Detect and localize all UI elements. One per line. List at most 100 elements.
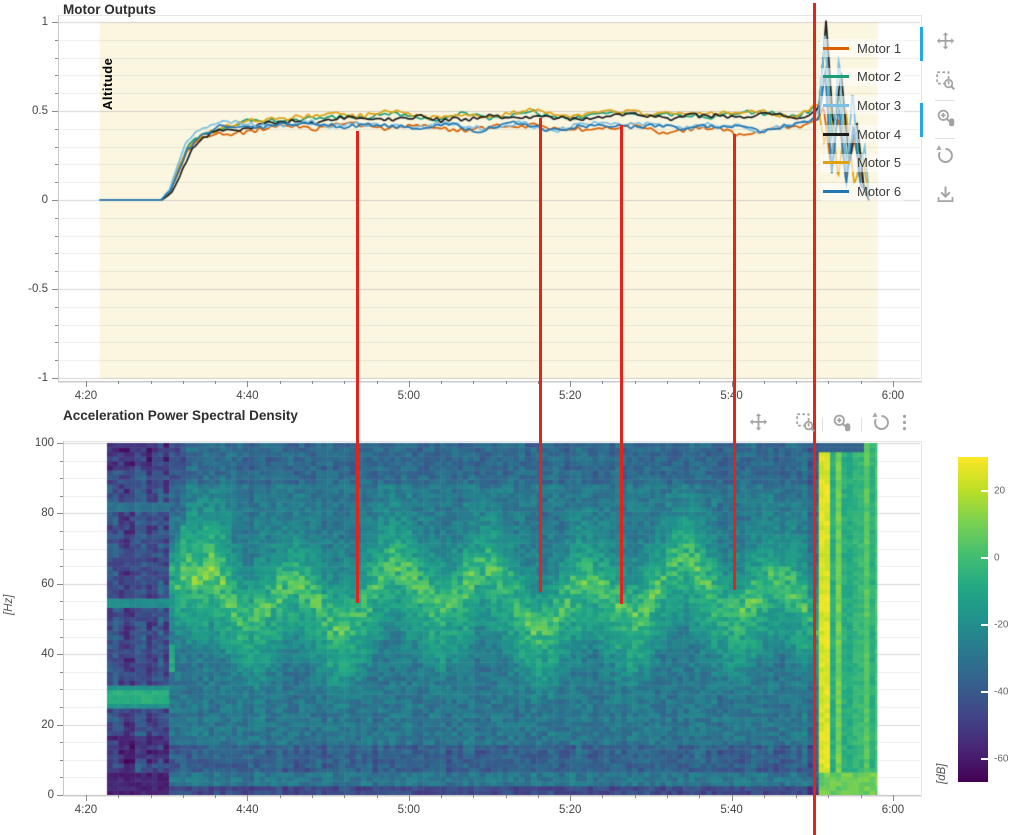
bottom-x-major-tick — [247, 795, 249, 801]
colorbar-tick — [981, 556, 988, 559]
bottom-x-minor-tick — [344, 795, 346, 798]
psd-title: Acceleration Power Spectral Density — [63, 408, 298, 423]
top-y-minor-tick — [55, 217, 58, 219]
toolbar-separator — [861, 418, 862, 432]
legend-label: Motor 3 — [857, 97, 902, 113]
reset-icon — [935, 145, 956, 171]
legend-line-swatch — [823, 103, 849, 107]
save-icon — [935, 184, 956, 210]
top-x-minor-tick — [376, 381, 378, 384]
legend-label: Motor 5 — [857, 155, 902, 171]
wheel-zoom-tool-button[interactable] — [829, 413, 853, 437]
top-x-major-tick — [570, 381, 572, 387]
bottom-y-minor-tick — [60, 671, 63, 673]
legend-line-swatch — [823, 161, 849, 165]
bottom-x-major-tick — [570, 795, 572, 801]
top-y-minor-tick — [55, 360, 58, 362]
bottom-x-tick-label: 4:20 — [74, 804, 98, 816]
reset-icon — [871, 412, 892, 438]
bottom-x-minor-tick — [505, 795, 507, 798]
toolbar-separator — [935, 138, 955, 139]
bottom-x-major-tick — [731, 795, 733, 801]
bottom-x-minor-tick — [537, 795, 539, 798]
legend-label: Motor 4 — [857, 126, 902, 142]
wheel-zoom-icon — [831, 412, 852, 438]
annotation-vline — [619, 125, 623, 604]
top-x-major-tick — [86, 381, 87, 387]
bottom-y-tick-label: 20 — [41, 718, 54, 731]
colorbar-tick-label: -20 — [994, 619, 1009, 631]
bottom-x-minor-tick — [473, 795, 475, 798]
top-x-tick-label: 5:00 — [397, 390, 420, 402]
bottom-y-minor-tick — [60, 689, 63, 691]
top-y-minor-tick — [55, 253, 58, 255]
top-y-minor-tick — [55, 271, 58, 273]
annotation-vline — [538, 118, 542, 592]
bottom-x-minor-tick — [699, 795, 701, 798]
legend-line-swatch — [823, 132, 849, 136]
colorbar-tick-label: 0 — [994, 552, 1000, 563]
bottom-y-minor-tick — [60, 636, 63, 638]
top-y-axis-line — [58, 15, 59, 382]
bottom-y-minor-tick — [60, 478, 63, 480]
top-y-minor-tick — [55, 164, 58, 166]
colorbar-tick-label: -40 — [994, 686, 1009, 698]
toolbar-separator — [935, 100, 955, 101]
bottom-x-minor-tick — [634, 795, 636, 798]
box-zoom-tool-button[interactable] — [793, 413, 817, 437]
bottom-x-minor-tick — [215, 795, 217, 798]
bottom-y-axis-line — [63, 441, 64, 796]
top-y-minor-tick — [55, 128, 58, 130]
bottom-y-major-tick — [57, 795, 63, 796]
top-y-minor-tick — [55, 235, 58, 237]
top-y-tick-label: 0.5 — [32, 105, 48, 117]
save-tool-button[interactable] — [933, 185, 957, 209]
top-y-major-tick — [52, 200, 58, 201]
bottom-x-minor-tick — [667, 795, 669, 798]
wheel-zoom-tool-button[interactable] — [933, 108, 957, 132]
top-x-minor-tick — [634, 381, 636, 384]
bottom-y-minor-tick — [60, 460, 63, 462]
menu-icon — [894, 412, 915, 438]
bottom-x-tick-label: 4:40 — [236, 804, 259, 816]
legend-label: Motor 1 — [857, 40, 902, 56]
bottom-x-minor-tick — [441, 795, 443, 798]
top-x-minor-tick — [699, 381, 701, 384]
bottom-y-tick-label: 100 — [34, 437, 54, 449]
bottom-y-minor-tick — [60, 495, 63, 497]
top-y-minor-tick — [55, 306, 58, 308]
top-x-minor-tick — [796, 381, 798, 384]
pan-tool-button[interactable] — [746, 413, 770, 437]
bottom-y-major-tick — [57, 513, 63, 515]
top-x-major-tick — [408, 381, 410, 387]
top-x-minor-tick — [763, 381, 765, 384]
reset-tool-button[interactable] — [933, 145, 957, 171]
reset-tool-button[interactable] — [869, 412, 893, 438]
top-x-minor-tick — [602, 381, 604, 384]
menu-tool-button[interactable] — [892, 413, 916, 437]
top-y-major-tick — [52, 111, 58, 112]
legend-item-motor-3: Motor 3 — [820, 96, 905, 115]
bottom-y-major-tick — [57, 583, 63, 585]
flight-mode-label: Altitude — [100, 57, 115, 110]
wheel-zoom-icon — [935, 107, 956, 133]
bottom-y-minor-tick — [60, 566, 63, 568]
bottom-y-minor-tick — [60, 759, 63, 761]
annotation-vline — [732, 134, 736, 591]
legend-item-motor-4: Motor 4 — [820, 125, 905, 144]
top-x-minor-tick — [279, 381, 281, 384]
pan-tool-button[interactable] — [933, 32, 957, 56]
bottom-x-tick-label: 5:40 — [720, 804, 743, 816]
top-y-tick-label: 0 — [41, 194, 48, 206]
box-zoom-tool-button[interactable] — [933, 71, 957, 95]
colorbar-tick-label: -60 — [994, 753, 1009, 765]
bottom-x-minor-tick — [311, 795, 313, 798]
colorbar-tick — [981, 623, 988, 626]
top-y-minor-tick — [55, 324, 58, 326]
top-x-tick-label: 5:40 — [720, 390, 742, 402]
top-y-tick-label: 1 — [41, 16, 48, 28]
top-x-minor-tick — [860, 381, 862, 384]
top-x-minor-tick — [150, 381, 152, 384]
bottom-y-minor-tick — [60, 619, 63, 620]
